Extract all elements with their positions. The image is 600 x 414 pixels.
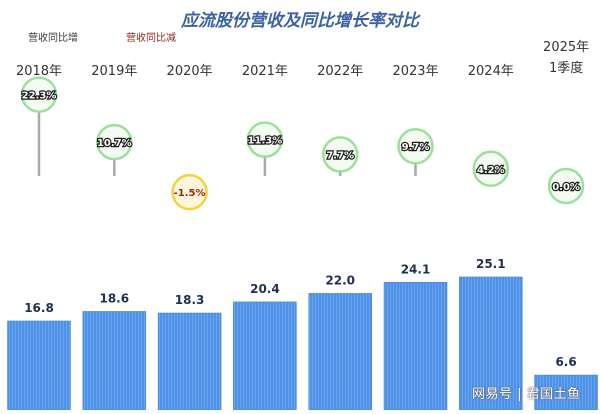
growth-data-label: 7.7% xyxy=(326,150,354,161)
revenue-data-label: 24.1 xyxy=(401,262,431,276)
category-label: 2023年 xyxy=(392,64,438,79)
revenue-bar xyxy=(459,276,523,411)
category-label: 2020年 xyxy=(167,64,213,79)
category-label: 2024年 xyxy=(468,64,514,79)
legend: 营收同比增 营收同比减 xyxy=(28,31,176,44)
revenue-bar xyxy=(534,374,598,411)
revenue-bar xyxy=(308,293,372,411)
growth-marker xyxy=(20,76,58,113)
revenue-data-label: 18.6 xyxy=(99,291,129,305)
growth-data-label: 4.2% xyxy=(477,165,505,176)
category-label: 1季度 xyxy=(549,60,583,76)
revenue-bar xyxy=(82,311,147,411)
growth-marker xyxy=(171,173,208,211)
category-label: 2022年 xyxy=(317,64,363,79)
revenue-bar xyxy=(233,301,297,411)
growth-data-label: 11.3% xyxy=(248,136,283,147)
revenue-data-label: 16.8 xyxy=(24,301,54,315)
growth-marker xyxy=(321,136,359,173)
revenue-data-label: 25.1 xyxy=(476,257,506,271)
revenue-bar xyxy=(7,320,71,411)
growth-data-label: 22.3% xyxy=(22,91,57,102)
growth-data-label: 9.7% xyxy=(402,142,430,153)
revenue-bar xyxy=(157,312,222,411)
revenue-bar xyxy=(383,282,448,411)
category-labels: 2018年 2019年 2020年 2021年 2022年 2023年 2024年 2025年… xyxy=(16,40,589,79)
revenue-data-label: 20.4 xyxy=(250,282,280,296)
growth-data-label: 0.0% xyxy=(552,182,580,193)
growth-marker xyxy=(472,150,510,188)
growth-rate-markers: 22.3% 10.7% -1.5% 11.3% 7.7% 9.7% 4.2% 0.0% xyxy=(20,76,585,211)
category-label: 2018年 xyxy=(16,64,62,79)
revenue-data-label: 6.6 xyxy=(555,355,576,369)
growth-marker xyxy=(246,121,284,158)
growth-marker xyxy=(547,167,585,205)
category-label: 2025年 xyxy=(543,40,589,55)
category-label: 2019年 xyxy=(91,64,137,79)
category-label: 2021年 xyxy=(242,64,288,79)
growth-marker xyxy=(397,127,434,165)
growth-data-label: 10.7% xyxy=(97,138,132,149)
revenue-data-label: 18.3 xyxy=(175,293,205,307)
revenue-bars: 16.8 18.6 18.3 20.4 22.0 24.1 25.1 6.6 xyxy=(7,257,598,411)
growth-marker xyxy=(96,123,133,161)
watermark: 网易号 | 君国土鱼 xyxy=(472,387,581,402)
chart-title: 应流股份营收及同比增长率对比 xyxy=(180,11,421,31)
growth-data-label: -1.5% xyxy=(174,188,206,199)
legend-item-1: 营收同比减 xyxy=(126,31,176,44)
legend-item-0: 营收同比增 xyxy=(28,31,78,44)
revenue-data-label: 22.0 xyxy=(325,273,355,287)
